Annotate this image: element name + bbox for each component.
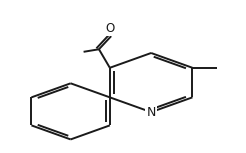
Text: O: O	[105, 22, 115, 35]
Text: N: N	[146, 106, 156, 119]
